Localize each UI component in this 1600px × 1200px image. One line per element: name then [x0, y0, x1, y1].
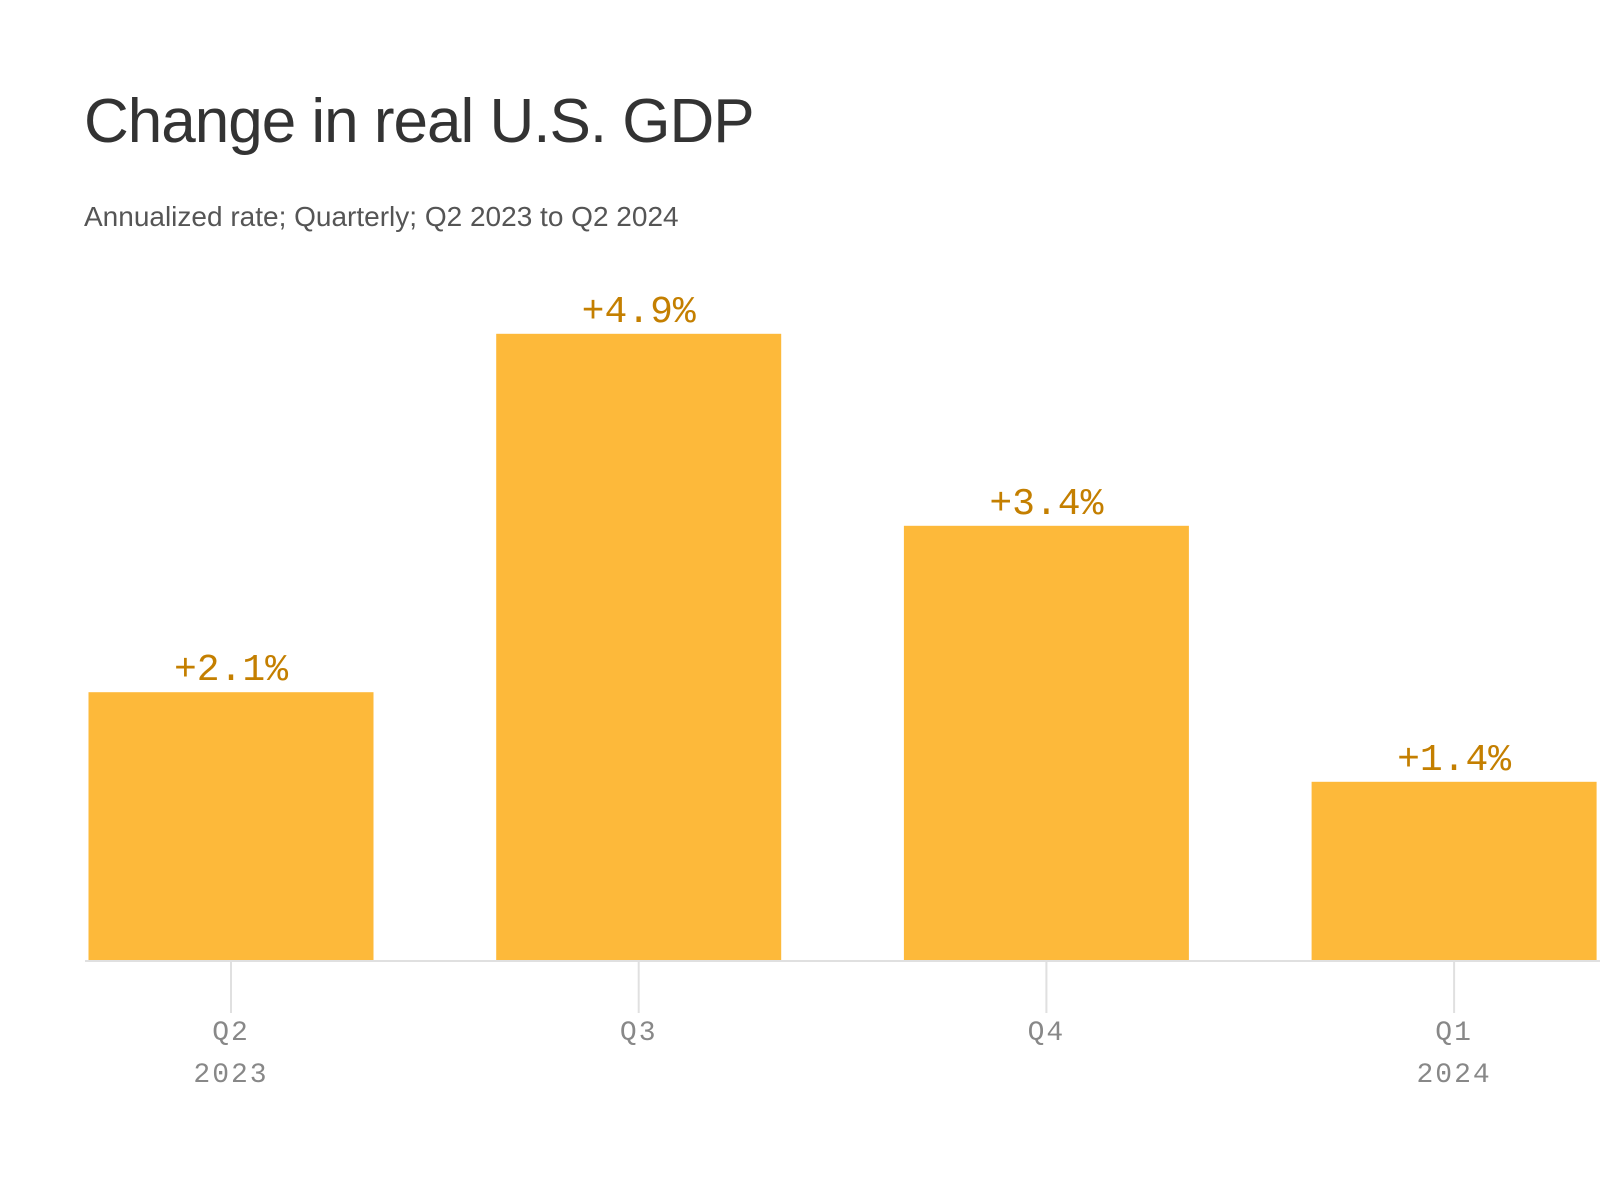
- x-tick-year-label: 2024: [1416, 1060, 1491, 1091]
- bar-q3: [496, 333, 782, 961]
- data-label: +4.9%: [582, 291, 696, 334]
- bar-q1: [1311, 781, 1597, 961]
- data-label: +2.1%: [174, 649, 288, 692]
- data-label: +3.4%: [989, 483, 1103, 526]
- data-label: +1.4%: [1397, 739, 1511, 782]
- x-tick-year-label: 2023: [193, 1060, 268, 1091]
- x-tick-label: Q1: [1435, 1018, 1473, 1049]
- bar-q2: [88, 692, 374, 961]
- chart-subtitle: Annualized rate; Quarterly; Q2 2023 to Q…: [84, 201, 679, 232]
- chart-title: Change in real U.S. GDP: [84, 87, 755, 156]
- x-tick-label: Q3: [620, 1018, 658, 1049]
- x-tick-label: Q4: [1028, 1018, 1066, 1049]
- bar-q4: [903, 525, 1189, 961]
- x-tick-label: Q2: [212, 1018, 250, 1049]
